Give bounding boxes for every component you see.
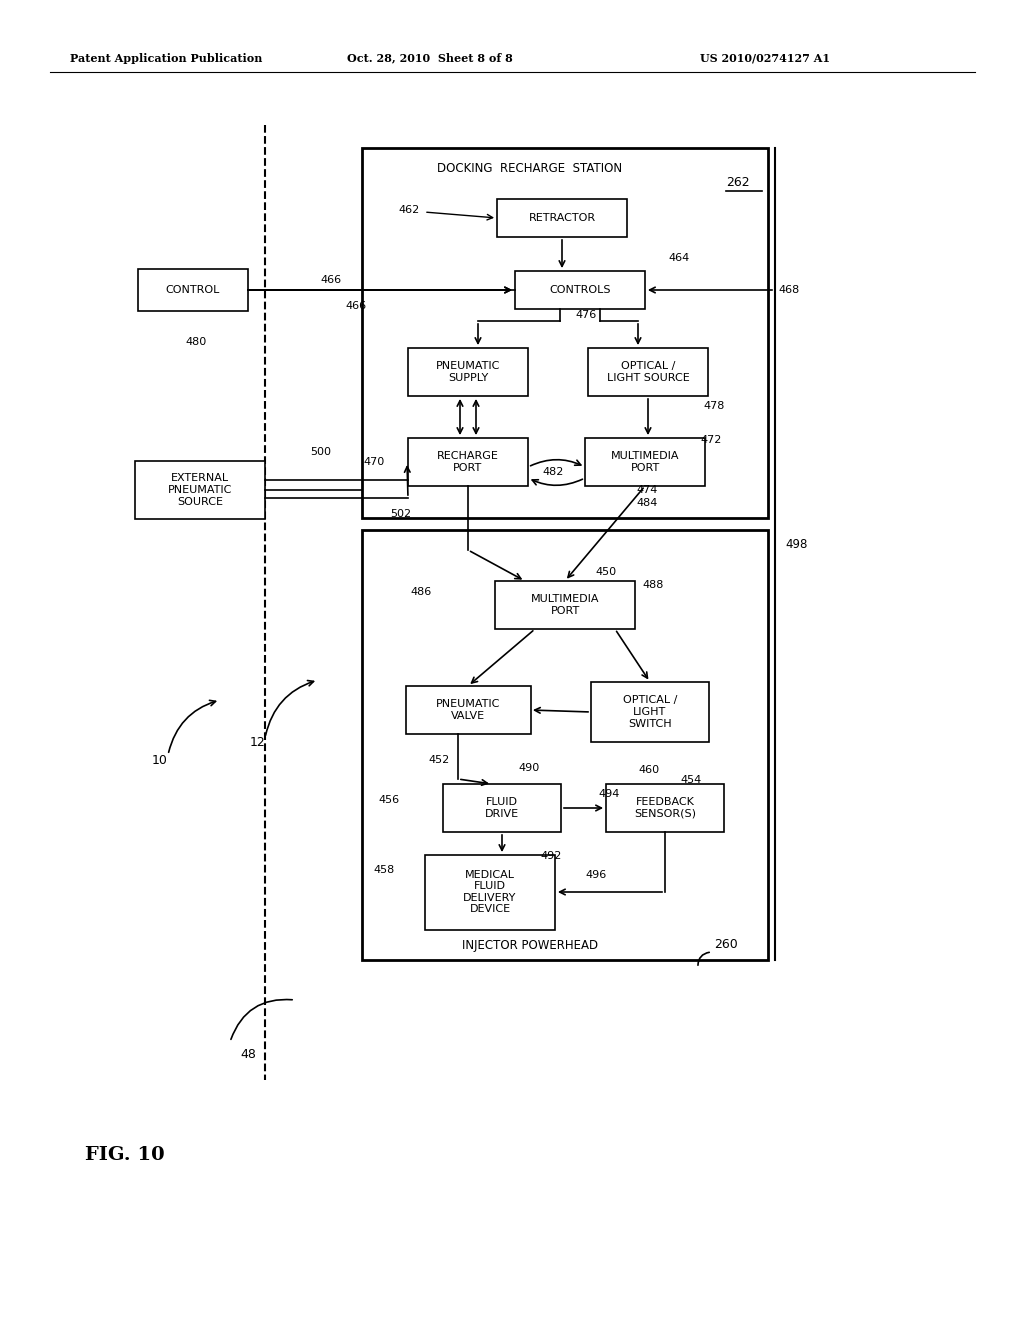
Bar [408,438,528,486]
Text: 486: 486 [411,587,432,597]
Text: 488: 488 [642,579,664,590]
Text: 474: 474 [636,484,657,495]
Bar [606,784,724,832]
Text: 260: 260 [714,939,737,952]
Text: 492: 492 [540,851,561,861]
Bar [425,854,555,929]
Text: 460: 460 [638,766,659,775]
Text: 476: 476 [575,310,596,319]
Text: 480: 480 [185,337,206,347]
Text: 502: 502 [390,510,411,519]
Text: OPTICAL /
LIGHT SOURCE: OPTICAL / LIGHT SOURCE [606,362,689,383]
Bar [588,348,708,396]
Text: 10: 10 [152,754,168,767]
Text: 490: 490 [518,763,540,774]
Text: 458: 458 [374,865,395,875]
Text: 450: 450 [595,568,616,577]
Text: MULTIMEDIA
PORT: MULTIMEDIA PORT [610,451,679,473]
Text: 494: 494 [598,789,620,799]
Text: DOCKING  RECHARGE  STATION: DOCKING RECHARGE STATION [437,161,623,174]
Text: 496: 496 [585,870,606,880]
Bar [495,581,635,630]
Bar [443,784,561,832]
Text: 466: 466 [346,301,367,312]
Bar [135,461,265,519]
Bar [585,438,705,486]
Bar [408,348,528,396]
Text: RETRACTOR: RETRACTOR [528,213,596,223]
Text: 468: 468 [778,285,800,294]
Text: 482: 482 [542,467,563,477]
Text: OPTICAL /
LIGHT
SWITCH: OPTICAL / LIGHT SWITCH [623,696,677,729]
Bar [497,199,627,238]
Text: 472: 472 [700,436,721,445]
Text: 454: 454 [680,775,701,785]
Text: FEEDBACK
SENSOR(S): FEEDBACK SENSOR(S) [634,797,696,818]
Text: 470: 470 [364,457,385,467]
Bar [591,682,709,742]
Text: Oct. 28, 2010  Sheet 8 of 8: Oct. 28, 2010 Sheet 8 of 8 [347,53,513,63]
Bar [406,686,530,734]
Text: 262: 262 [726,177,750,190]
Text: MULTIMEDIA
PORT: MULTIMEDIA PORT [530,594,599,616]
Text: INJECTOR POWERHEAD: INJECTOR POWERHEAD [462,939,598,952]
Text: US 2010/0274127 A1: US 2010/0274127 A1 [700,53,830,63]
Text: Patent Application Publication: Patent Application Publication [70,53,262,63]
Text: 498: 498 [785,539,807,552]
Text: 478: 478 [703,401,724,411]
Text: FIG. 10: FIG. 10 [85,1146,165,1164]
Text: MEDICAL
FLUID
DELIVERY
DEVICE: MEDICAL FLUID DELIVERY DEVICE [463,870,517,915]
Text: PNEUMATIC
SUPPLY: PNEUMATIC SUPPLY [436,362,500,383]
Text: PNEUMATIC
VALVE: PNEUMATIC VALVE [436,700,500,721]
Bar [138,269,248,312]
Bar [362,148,768,517]
Text: 484: 484 [636,498,657,508]
Text: 48: 48 [240,1048,256,1061]
Text: 464: 464 [668,253,689,263]
Text: CONTROLS: CONTROLS [549,285,610,294]
Text: CONTROL: CONTROL [166,285,220,294]
Bar [515,271,645,309]
Text: 456: 456 [379,795,400,805]
Text: 462: 462 [398,205,420,215]
Text: 12: 12 [250,735,266,748]
Bar [362,531,768,960]
Text: 500: 500 [310,447,331,457]
Text: 466: 466 [321,275,342,285]
Text: RECHARGE
PORT: RECHARGE PORT [437,451,499,473]
Text: FLUID
DRIVE: FLUID DRIVE [485,797,519,818]
Text: EXTERNAL
PNEUMATIC
SOURCE: EXTERNAL PNEUMATIC SOURCE [168,474,232,507]
Text: 452: 452 [429,755,450,766]
